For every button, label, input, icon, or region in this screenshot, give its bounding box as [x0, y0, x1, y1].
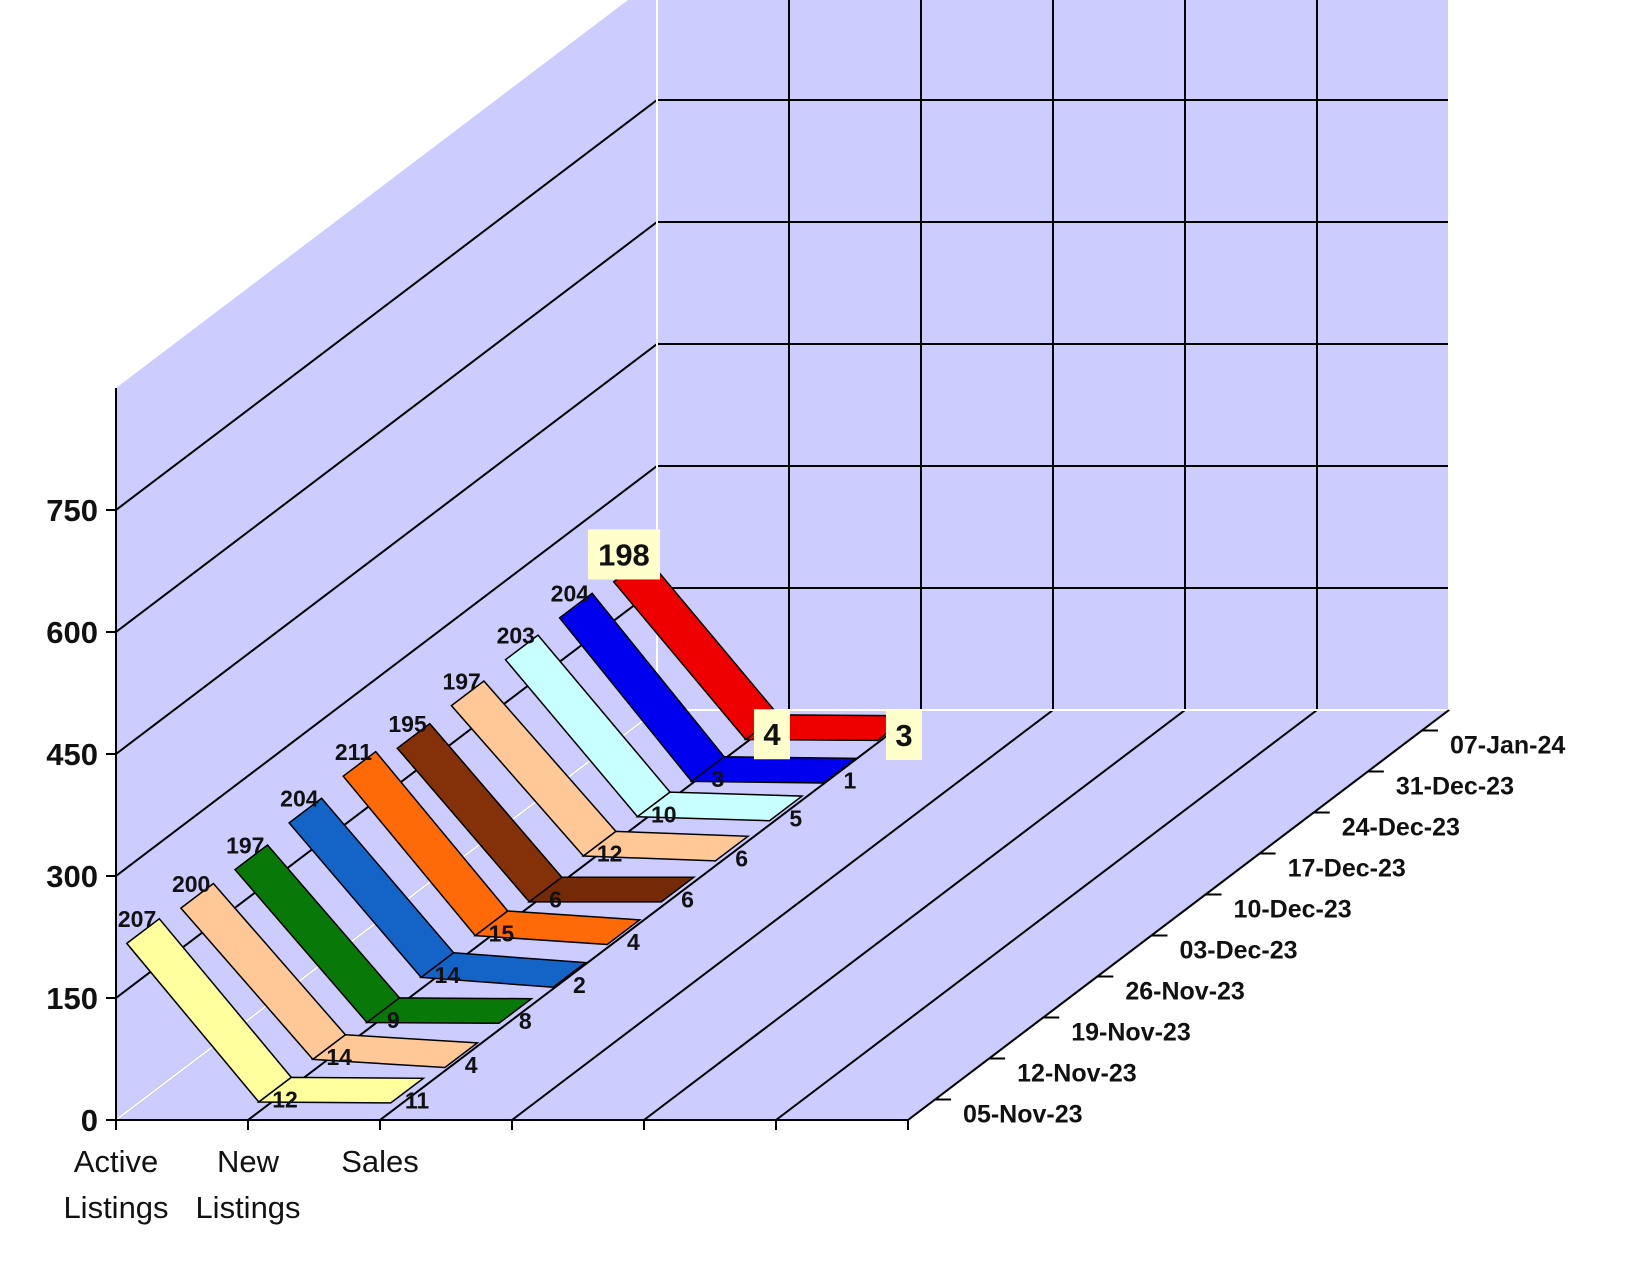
series-ribbon [450, 679, 751, 862]
data-label: 12 [272, 1087, 298, 1113]
data-label: 197 [226, 832, 264, 858]
depth-axis-label: 10-Dec-23 [1234, 896, 1352, 924]
data-label: 11 [405, 1088, 430, 1114]
x-category-label: New Listings [195, 1144, 300, 1225]
depth-axis-label: 24-Dec-23 [1342, 814, 1460, 842]
data-label: 9 [387, 1007, 400, 1033]
data-label: 207 [118, 906, 156, 932]
data-label: 12 [597, 841, 623, 867]
data-label: 211 [335, 739, 372, 765]
depth-axis-label: 07-Jan-24 [1450, 732, 1565, 760]
series-segment [473, 910, 642, 946]
depth-axis-label: 17-Dec-23 [1288, 855, 1406, 883]
side-wall [116, 0, 657, 1120]
data-label: 6 [549, 887, 562, 913]
data-label: 4 [627, 929, 640, 955]
data-label: 4 [763, 717, 781, 752]
x-category-label: Sales [341, 1144, 419, 1179]
data-label: 204 [280, 786, 319, 812]
highlight-label-box [587, 529, 660, 580]
data-label: 8 [519, 1008, 532, 1034]
depth-axis-label: 12-Nov-23 [1017, 1060, 1137, 1088]
series-ribbon [342, 750, 642, 946]
series-ribbon [504, 634, 805, 822]
x-category-word: Active [74, 1144, 158, 1179]
series-ribbon [233, 843, 534, 1025]
data-label: 15 [489, 920, 515, 946]
x-category-word: Sales [341, 1144, 419, 1179]
series-ribbon [396, 722, 697, 903]
depth-axis-line [907, 709, 1450, 1121]
x-category-word: New [217, 1144, 280, 1179]
x-category-word: Listings [63, 1190, 168, 1225]
y-tick-label: 600 [46, 615, 98, 650]
series-segment [310, 1034, 480, 1069]
data-label: 195 [388, 711, 427, 737]
y-tick-label: 750 [46, 493, 98, 528]
highlight-label-box [753, 709, 790, 760]
y-tick-label: 150 [46, 981, 98, 1016]
data-label: 4 [465, 1052, 478, 1078]
chart-axes: 0 150 300 450 600 750 Active Listings New Listing… [46, 388, 1565, 1225]
depth-axis-label: 19-Nov-23 [1071, 1019, 1191, 1047]
series-segment [527, 876, 697, 903]
data-label: 203 [497, 622, 535, 648]
series-ribbon [288, 797, 588, 988]
series-segment [635, 791, 805, 822]
depth-axis-label: 26-Nov-23 [1125, 978, 1245, 1006]
series-segment [364, 997, 534, 1025]
data-label: 14 [326, 1044, 352, 1070]
data-label: 3 [895, 718, 912, 753]
highlight-label-box [885, 710, 922, 761]
y-tick-label: 0 [81, 1103, 98, 1138]
data-label: 5 [789, 805, 802, 831]
series-ribbon [558, 592, 859, 784]
data-label: 198 [598, 537, 650, 572]
data-label: 10 [651, 801, 677, 827]
series-ribbon [179, 882, 480, 1069]
data-label: 14 [435, 962, 461, 988]
series-segment [581, 830, 751, 862]
data-label: 3 [711, 766, 724, 792]
data-label: 200 [172, 871, 210, 897]
series-segment [689, 756, 859, 784]
series-ribbon [125, 917, 426, 1104]
x-category-label: Active Listings [63, 1144, 168, 1225]
series-segment [256, 1076, 426, 1104]
depth-axis-label: 05-Nov-23 [963, 1101, 1083, 1129]
chart-series [125, 556, 913, 1104]
y-tick-label: 450 [46, 737, 98, 772]
y-tick-label: 300 [46, 859, 98, 894]
data-label: 6 [735, 846, 748, 872]
series-segment [419, 952, 588, 988]
depth-axis-label: 31-Dec-23 [1396, 773, 1514, 801]
data-label: 204 [551, 581, 590, 607]
data-label: 197 [442, 668, 480, 694]
depth-axis-label: 03-Dec-23 [1179, 937, 1297, 965]
data-label: 2 [573, 972, 586, 998]
data-label: 1 [843, 768, 856, 794]
x-category-word: Listings [195, 1190, 300, 1225]
data-label: 6 [681, 887, 694, 913]
